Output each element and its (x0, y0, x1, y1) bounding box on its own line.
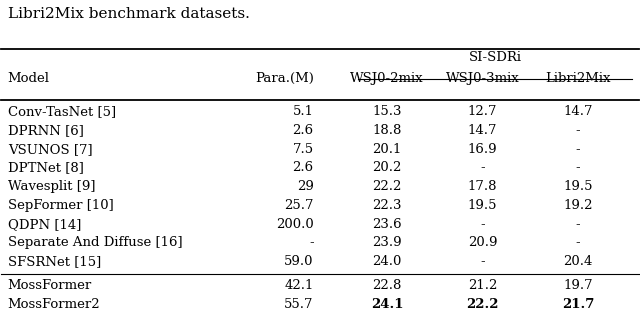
Text: 20.2: 20.2 (372, 162, 401, 175)
Text: 19.5: 19.5 (468, 199, 497, 212)
Text: 18.8: 18.8 (372, 124, 401, 137)
Text: 22.3: 22.3 (372, 199, 402, 212)
Text: 23.9: 23.9 (372, 237, 402, 250)
Text: -: - (309, 237, 314, 250)
Text: Para.(M): Para.(M) (255, 72, 314, 85)
Text: 55.7: 55.7 (284, 298, 314, 310)
Text: 24.0: 24.0 (372, 255, 401, 268)
Text: 25.7: 25.7 (284, 199, 314, 212)
Text: 5.1: 5.1 (292, 105, 314, 118)
Text: 14.7: 14.7 (468, 124, 497, 137)
Text: -: - (576, 237, 580, 250)
Text: 20.4: 20.4 (563, 255, 593, 268)
Text: 7.5: 7.5 (292, 143, 314, 156)
Text: Libri2Mix benchmark datasets.: Libri2Mix benchmark datasets. (8, 7, 250, 21)
Text: 23.6: 23.6 (372, 218, 402, 231)
Text: 21.7: 21.7 (562, 298, 595, 310)
Text: -: - (576, 162, 580, 175)
Text: 19.5: 19.5 (563, 180, 593, 193)
Text: WSJ0-3mix: WSJ0-3mix (445, 72, 520, 85)
Text: Separate And Diffuse [16]: Separate And Diffuse [16] (8, 237, 182, 250)
Text: Model: Model (8, 72, 50, 85)
Text: Wavesplit [9]: Wavesplit [9] (8, 180, 95, 193)
Text: 20.1: 20.1 (372, 143, 401, 156)
Text: 2.6: 2.6 (292, 124, 314, 137)
Text: -: - (576, 143, 580, 156)
Text: 21.2: 21.2 (468, 279, 497, 292)
Text: -: - (480, 162, 485, 175)
Text: 15.3: 15.3 (372, 105, 402, 118)
Text: 19.2: 19.2 (563, 199, 593, 212)
Text: 42.1: 42.1 (284, 279, 314, 292)
Text: WSJ0-2mix: WSJ0-2mix (350, 72, 424, 85)
Text: 19.7: 19.7 (563, 279, 593, 292)
Text: -: - (576, 218, 580, 231)
Text: DPRNN [6]: DPRNN [6] (8, 124, 84, 137)
Text: MossFormer2: MossFormer2 (8, 298, 100, 310)
Text: SepFormer [10]: SepFormer [10] (8, 199, 113, 212)
Text: -: - (576, 124, 580, 137)
Text: 24.1: 24.1 (371, 298, 403, 310)
Text: VSUNOS [7]: VSUNOS [7] (8, 143, 92, 156)
Text: Libri2Mix: Libri2Mix (545, 72, 611, 85)
Text: 22.2: 22.2 (467, 298, 499, 310)
Text: 22.8: 22.8 (372, 279, 401, 292)
Text: QDPN [14]: QDPN [14] (8, 218, 81, 231)
Text: SI-SDRi: SI-SDRi (468, 51, 522, 64)
Text: DPTNet [8]: DPTNet [8] (8, 162, 84, 175)
Text: MossFormer: MossFormer (8, 279, 92, 292)
Text: 59.0: 59.0 (284, 255, 314, 268)
Text: 17.8: 17.8 (468, 180, 497, 193)
Text: 22.2: 22.2 (372, 180, 401, 193)
Text: 29: 29 (297, 180, 314, 193)
Text: -: - (480, 255, 485, 268)
Text: Conv-TasNet [5]: Conv-TasNet [5] (8, 105, 116, 118)
Text: -: - (480, 218, 485, 231)
Text: 200.0: 200.0 (276, 218, 314, 231)
Text: 12.7: 12.7 (468, 105, 497, 118)
Text: 2.6: 2.6 (292, 162, 314, 175)
Text: 16.9: 16.9 (468, 143, 497, 156)
Text: SFSRNet [15]: SFSRNet [15] (8, 255, 101, 268)
Text: 14.7: 14.7 (563, 105, 593, 118)
Text: 20.9: 20.9 (468, 237, 497, 250)
